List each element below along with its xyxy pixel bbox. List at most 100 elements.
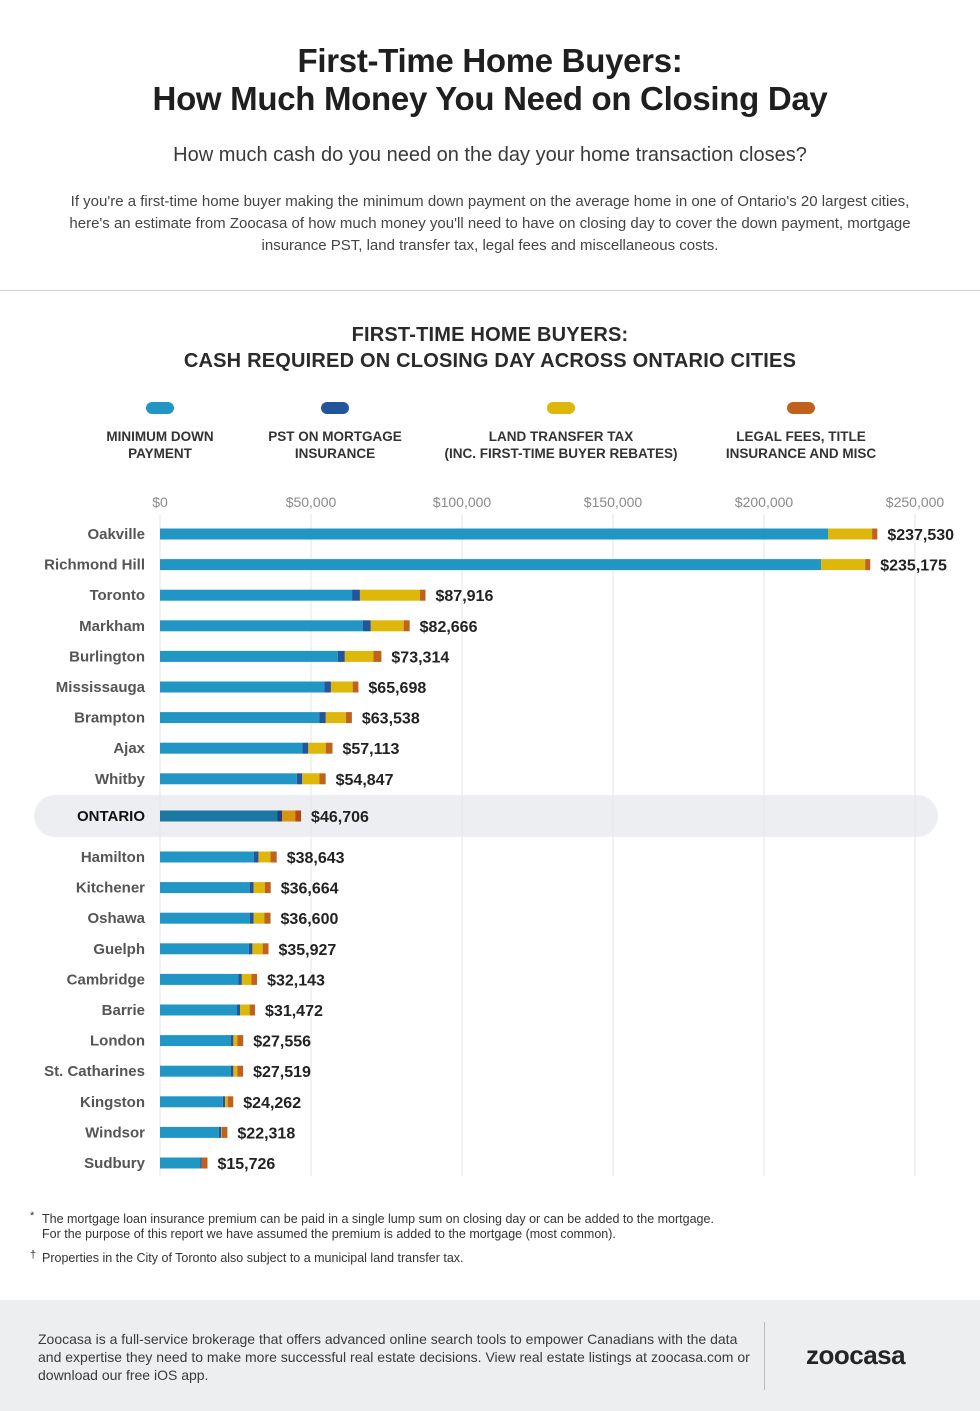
legend-item-pst: PST ON MORTGAGE INSURANCE: [215, 402, 455, 462]
bar-segment-legal: [373, 650, 382, 662]
total-label: $32,143: [267, 972, 325, 989]
page-title: First-Time Home Buyers: How Much Money Y…: [0, 42, 980, 118]
category-label: Markham: [79, 618, 145, 635]
chart-title-line-1: FIRST-TIME HOME BUYERS:: [351, 324, 629, 346]
bar-segment-down-payment: [160, 742, 303, 754]
bar-segment-pst: [230, 1065, 234, 1077]
bar-segment-down-payment: [160, 681, 325, 693]
x-tick-label: $100,000: [433, 494, 492, 510]
legend-item-down-payment: MINIMUM DOWN PAYMENT: [40, 402, 280, 462]
section-divider: [0, 290, 980, 291]
bar-segment-ltt: [282, 810, 296, 822]
bar-segment-down-payment: [160, 773, 297, 785]
bar-segment-pst: [277, 810, 283, 822]
bar-segment-legal: [264, 882, 271, 894]
footnote-mark: *: [30, 1210, 35, 1222]
category-label: Richmond Hill: [44, 557, 145, 574]
total-label: $54,847: [336, 772, 394, 789]
total-label: $15,726: [217, 1156, 275, 1173]
bar-segment-down-payment: [160, 912, 250, 924]
category-label: Whitby: [95, 771, 146, 788]
bar-segment-pst: [230, 1035, 234, 1047]
total-label: $27,556: [253, 1034, 311, 1051]
bar-segment-legal: [221, 1126, 228, 1138]
total-label: $31,472: [265, 1003, 323, 1020]
bar-segment-pst: [362, 620, 371, 632]
total-label: $38,643: [287, 850, 345, 867]
bar-segment-legal: [264, 912, 271, 924]
bar-segment-down-payment: [160, 1157, 201, 1169]
bar-segment-down-payment: [160, 1065, 231, 1077]
page-subtitle: How much cash do you need on the day you…: [173, 144, 807, 166]
category-label: Brampton: [74, 710, 145, 727]
page-title-line-2: How Much Money You Need on Closing Day: [152, 80, 828, 117]
bar-segment-legal: [251, 973, 258, 985]
legend-label: MINIMUM DOWN PAYMENT: [106, 429, 214, 461]
bar-segment-legal: [352, 681, 359, 693]
category-label: Windsor: [85, 1124, 145, 1141]
total-label: $57,113: [342, 741, 399, 758]
bar-segment-ltt: [253, 912, 265, 924]
category-label: Mississauga: [56, 679, 146, 696]
footnote-mark: †: [30, 1249, 37, 1261]
bar-segment-pst: [319, 712, 326, 724]
bar-segment-down-payment: [160, 620, 363, 632]
bar-segment-legal: [227, 1096, 234, 1108]
category-label: London: [90, 1033, 145, 1050]
category-label: Ajax: [113, 740, 145, 757]
bar-segment-ltt: [370, 620, 404, 632]
legend-swatch-pst: [321, 402, 349, 414]
bar-segment-down-payment: [160, 1126, 219, 1138]
bar-segment-ltt: [221, 1126, 222, 1138]
x-tick-label: $150,000: [584, 494, 643, 510]
zoocasa-logo[interactable]: zoocasa: [806, 1340, 906, 1370]
bar-segment-legal: [346, 712, 352, 724]
total-label: $36,664: [281, 881, 339, 898]
bar-segment-pst: [337, 650, 345, 662]
bar-segment-pst: [237, 1004, 241, 1016]
bar-segment-ltt: [359, 589, 421, 601]
bar-segment-legal: [872, 528, 878, 540]
footnote-text: For the purpose of this report we have a…: [42, 1227, 616, 1241]
bar-segment-pst: [222, 1096, 226, 1108]
legend-label: PST ON MORTGAGE INSURANCE: [268, 429, 402, 461]
bar-segment-down-payment: [160, 1004, 238, 1016]
chart-title: FIRST-TIME HOME BUYERS: CASH REQUIRED ON…: [0, 322, 980, 374]
legend-label: LAND TRANSFER TAX (INC. FIRST-TIME BUYER…: [444, 429, 678, 461]
chart-title-line-2: CASH REQUIRED ON CLOSING DAY ACROSS ONTA…: [183, 350, 797, 372]
bar-segment-ltt: [258, 851, 271, 863]
legend-swatch-down-payment: [146, 402, 174, 414]
category-label: Guelph: [93, 941, 145, 958]
x-tick-label: $0: [152, 494, 168, 510]
footer-divider: [764, 1322, 765, 1390]
total-label: $73,314: [391, 649, 449, 666]
total-label: $22,318: [237, 1125, 295, 1142]
category-label: St. Catharines: [44, 1063, 145, 1080]
bar-segment-legal: [865, 559, 871, 571]
bar-segment-down-payment: [160, 973, 239, 985]
category-label: Kingston: [80, 1094, 145, 1111]
x-tick-label: $200,000: [735, 494, 794, 510]
bar-segment-ltt: [241, 973, 252, 985]
bar-segment-ltt: [308, 742, 326, 754]
legend-item-ltt: LAND TRANSFER TAX (INC. FIRST-TIME BUYER…: [441, 402, 681, 462]
bar-segment-down-payment: [160, 528, 829, 540]
bar-segment-pst: [352, 589, 360, 601]
category-label: Hamilton: [81, 849, 145, 866]
bar-segment-legal: [237, 1035, 244, 1047]
footnote-text: The mortgage loan insurance premium can …: [42, 1212, 714, 1226]
category-label: Sudbury: [84, 1155, 145, 1172]
legend-label: LEGAL FEES, TITLE INSURANCE AND MISC: [725, 429, 877, 461]
bar-segment-ltt: [821, 559, 866, 571]
bar-segment-pst: [249, 882, 254, 894]
bar-segment-down-payment: [160, 882, 250, 894]
stacked-bar-chart: $0 $50,000 $100,000 $150,000 $200,000 $250,00…: [34, 494, 954, 1176]
total-label: $63,538: [362, 711, 420, 728]
bar-segment-pst: [238, 973, 242, 985]
category-label: Burlington: [69, 648, 145, 665]
total-label: $24,262: [243, 1095, 301, 1112]
page-title-line-1: First-Time Home Buyers:: [297, 42, 683, 79]
bar-segment-ltt: [828, 528, 873, 540]
total-label: $36,600: [281, 911, 339, 928]
x-tick-label: $250,000: [886, 494, 945, 510]
